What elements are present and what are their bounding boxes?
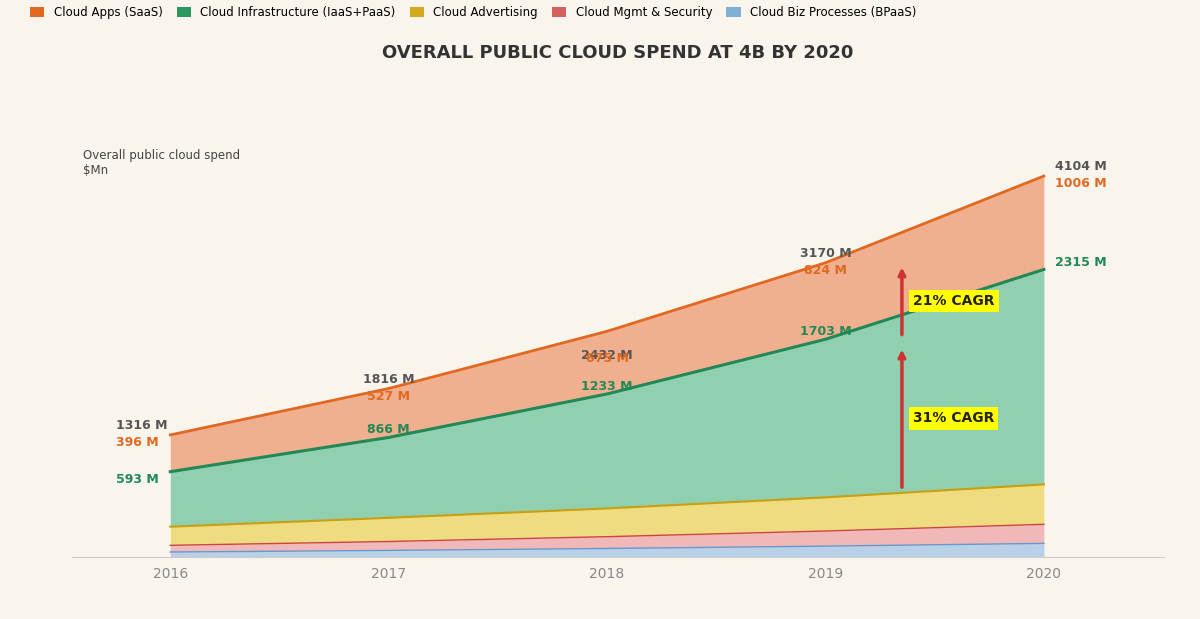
Title: OVERALL PUBLIC CLOUD SPEND AT 4B BY 2020: OVERALL PUBLIC CLOUD SPEND AT 4B BY 2020 <box>383 43 853 62</box>
Text: 1006 M: 1006 M <box>1055 178 1106 191</box>
Text: 1703 M: 1703 M <box>799 326 851 339</box>
Text: 1816 M: 1816 M <box>362 373 414 386</box>
Text: 593 M: 593 M <box>115 473 158 486</box>
Text: 4104 M: 4104 M <box>1055 160 1106 173</box>
Text: Overall public cloud spend
$Mn: Overall public cloud spend $Mn <box>83 149 240 176</box>
Text: 1233 M: 1233 M <box>581 380 632 393</box>
Text: 527 M: 527 M <box>367 390 410 403</box>
Text: 2432 M: 2432 M <box>581 350 632 363</box>
Text: 31% CAGR: 31% CAGR <box>913 412 995 425</box>
Text: 675 M: 675 M <box>586 352 629 365</box>
Text: 3170 M: 3170 M <box>799 247 851 260</box>
Legend: Cloud Apps (SaaS), Cloud Infrastructure (IaaS+PaaS), Cloud Advertising, Cloud Mg: Cloud Apps (SaaS), Cloud Infrastructure … <box>30 6 917 19</box>
Text: 2315 M: 2315 M <box>1055 256 1106 269</box>
Text: 824 M: 824 M <box>804 264 847 277</box>
Text: 866 M: 866 M <box>367 423 410 436</box>
Text: 21% CAGR: 21% CAGR <box>913 294 995 308</box>
Text: 396 M: 396 M <box>115 436 158 449</box>
Text: 1316 M: 1316 M <box>115 419 167 432</box>
